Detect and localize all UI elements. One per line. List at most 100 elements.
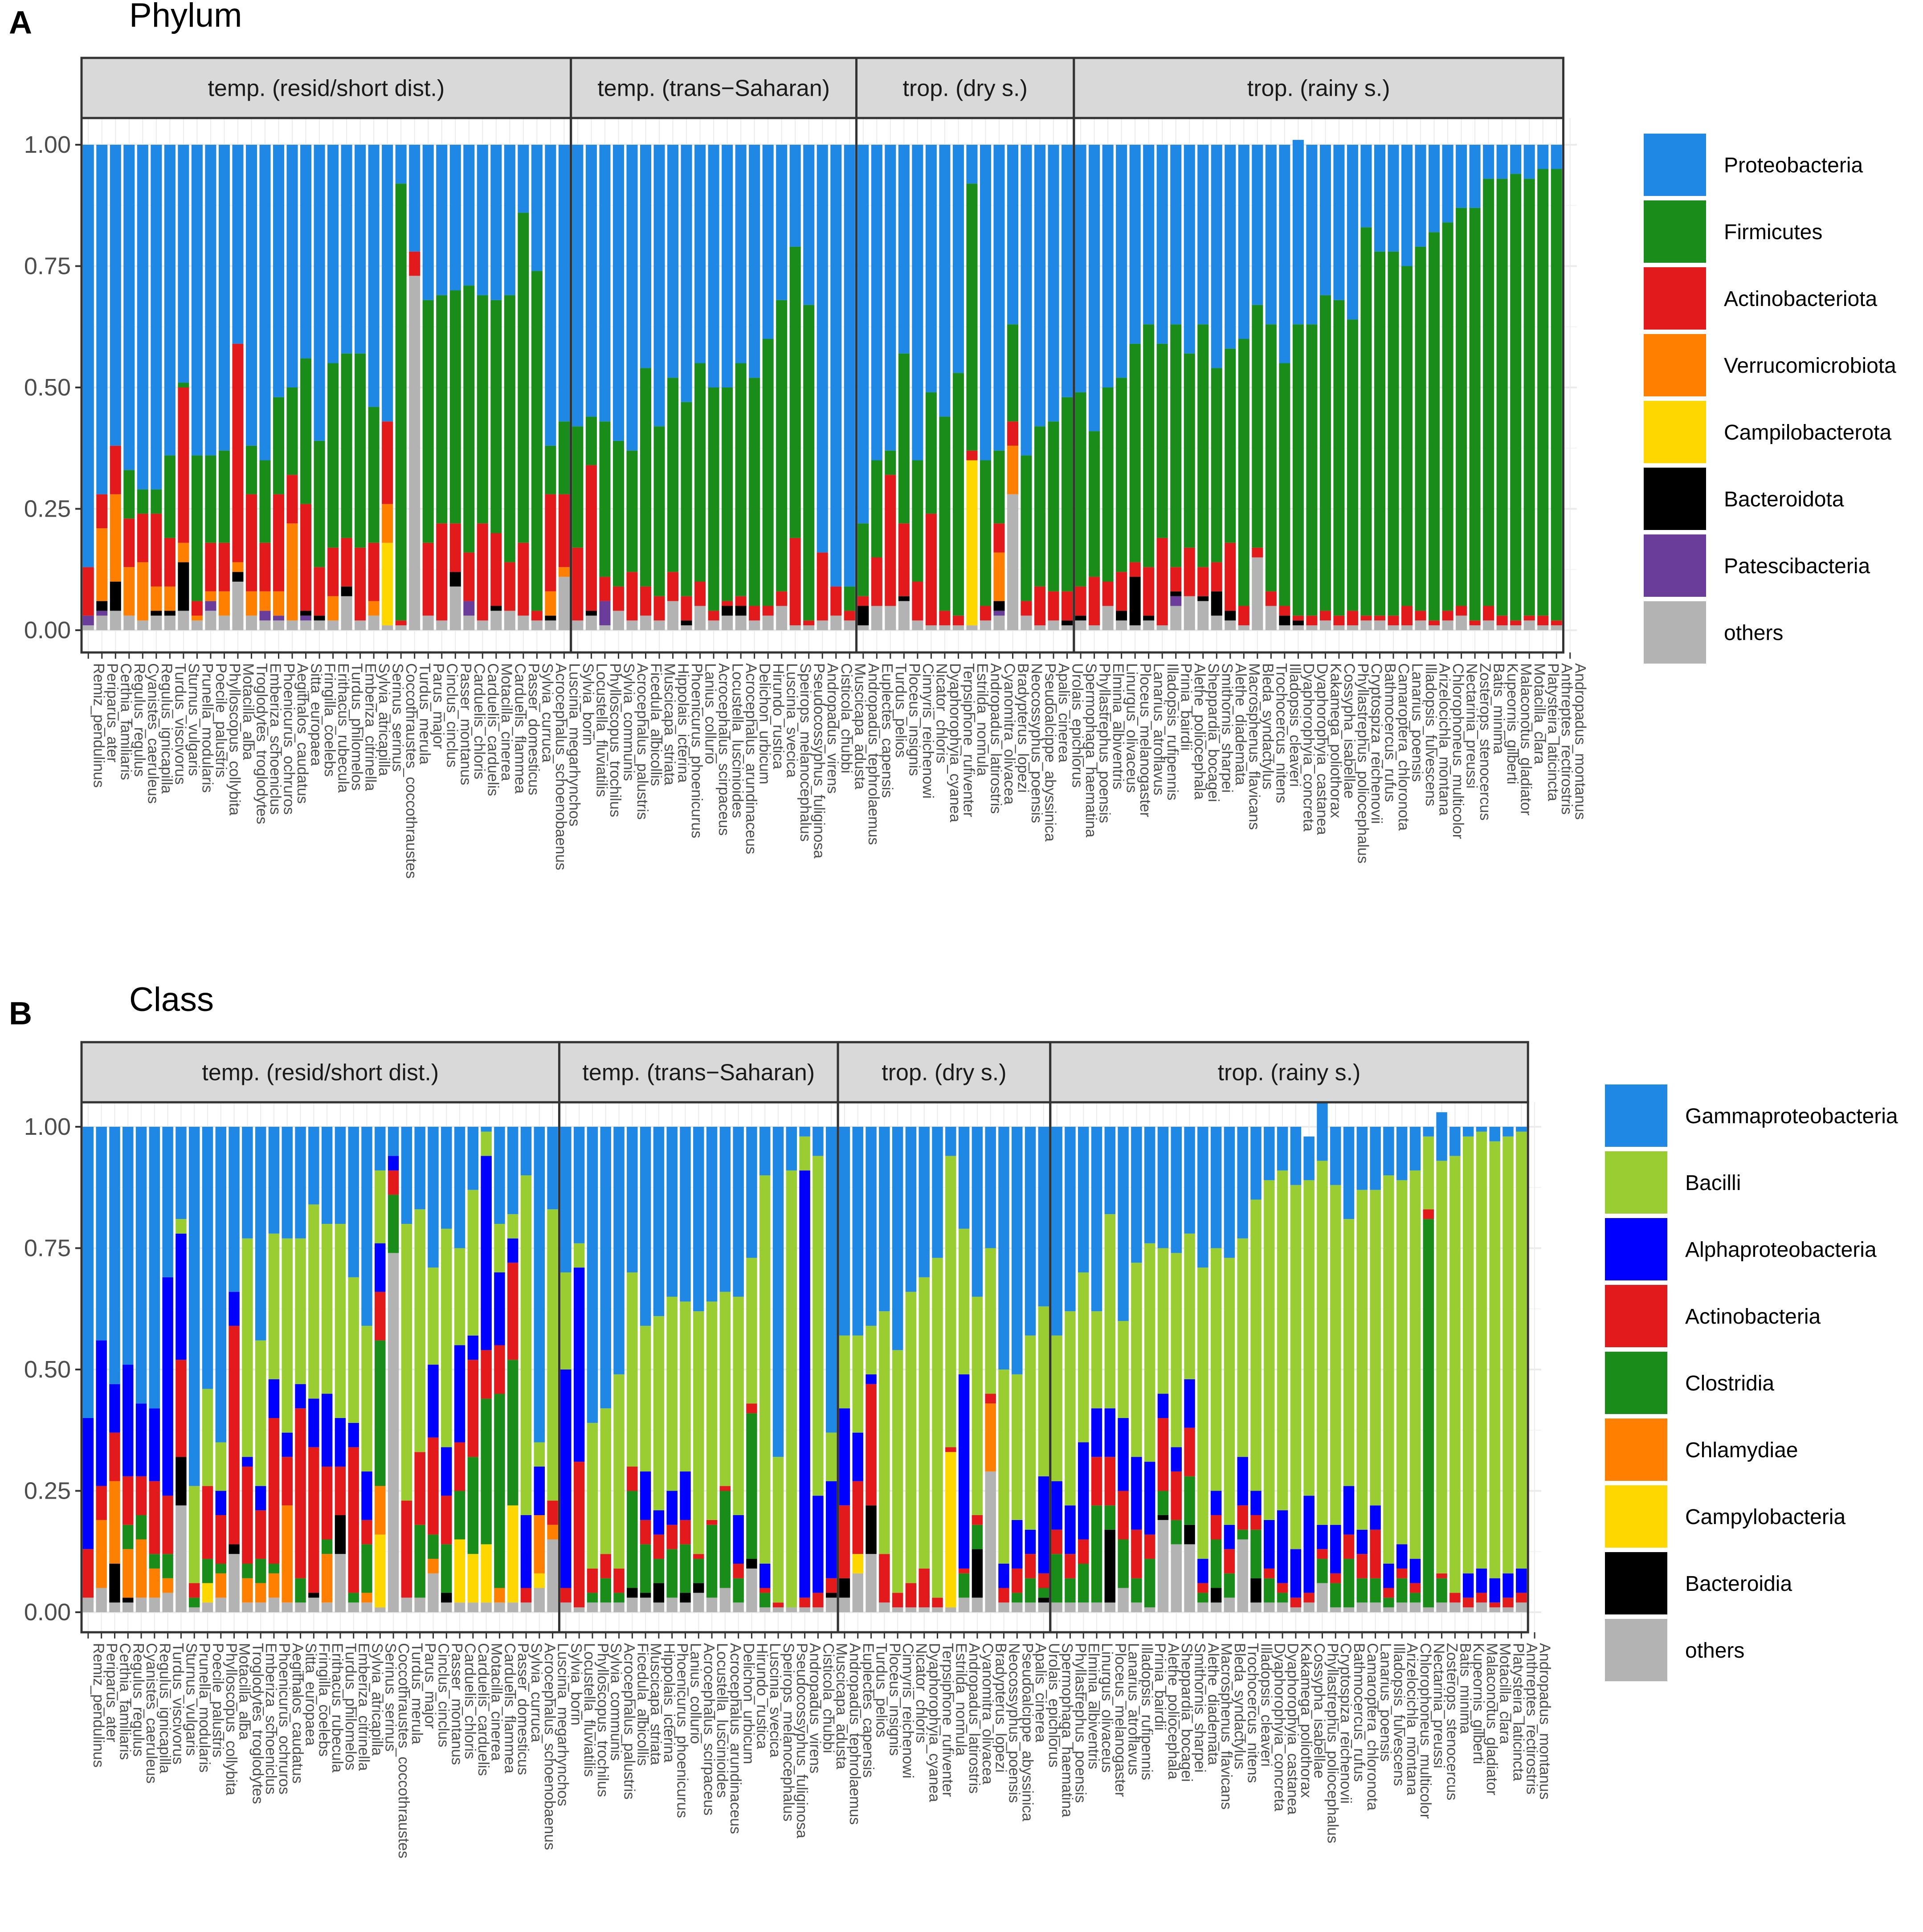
bar-segment-bacilli xyxy=(494,1224,505,1272)
bar-segment-others xyxy=(300,620,312,630)
bar-segment-firmicutes xyxy=(1496,179,1508,616)
bar-segment-alphaproteobacteria xyxy=(96,1340,107,1486)
bar-segment-actinobacteria xyxy=(852,1481,863,1554)
bar-segment-actinobacteria xyxy=(1317,1549,1328,1559)
bar-segment-bacteroidia xyxy=(1210,1588,1222,1603)
bar-segment-patescibacteria xyxy=(300,615,312,621)
bar-segment-actinobacteriota xyxy=(1551,620,1562,626)
bar-segment-actinobacteriota xyxy=(993,523,1005,553)
bar-segment-bacilli xyxy=(1250,1199,1262,1491)
legend-label: Verrucomicrobiota xyxy=(1724,354,1896,378)
bar-segment-campylobacteria xyxy=(202,1583,213,1603)
bar-segment-proteobacteria xyxy=(776,145,788,300)
bar-segment-bacilli xyxy=(1489,1141,1500,1578)
bar-segment-bacteroidota xyxy=(490,606,502,611)
bar-segment-actinobacteriota xyxy=(137,514,148,562)
bar-segment-alphaproteobacteria xyxy=(733,1515,744,1564)
bar-segment-gammaproteobacteria xyxy=(1436,1112,1447,1161)
bar-segment-bacteroidota xyxy=(341,586,352,596)
bar-segment-actinobacteriota xyxy=(640,586,652,616)
bar-segment-others xyxy=(308,1598,319,1612)
bar-segment-others xyxy=(1415,620,1426,630)
bar-segment-firmicutes xyxy=(1292,324,1304,616)
bar-segment-gammaproteobacteria xyxy=(719,1127,731,1292)
bar-segment-bacteroidota xyxy=(314,615,325,621)
bar-segment-actinobacteriota xyxy=(1347,611,1358,626)
bar-segment-others xyxy=(1290,1607,1302,1612)
bar-segment-alphaproteobacteria xyxy=(335,1418,346,1467)
bar-segment-alphaproteobacteria xyxy=(242,1457,253,1467)
bar-segment-others xyxy=(436,620,448,630)
bar-segment-actinobacteria xyxy=(361,1520,372,1545)
x-tick-label: Coccothraustes_coccothraustes xyxy=(403,663,420,879)
bar-segment-patescibacteria xyxy=(1170,596,1182,606)
bar-segment-proteobacteria xyxy=(1306,145,1318,325)
bar-segment-others xyxy=(1143,620,1155,630)
bar-segment-actinobacteria xyxy=(1356,1554,1368,1578)
x-tick-label: Cisticola_chubbi xyxy=(838,663,855,774)
bar-segment-actinobacteria xyxy=(467,1360,479,1457)
bar-segment-others xyxy=(1078,1602,1089,1612)
bar-segment-gammaproteobacteria xyxy=(905,1127,917,1292)
bar-segment-gammaproteobacteria xyxy=(653,1127,665,1317)
x-tick-label: Coccothraustes_coccothraustes xyxy=(395,1643,412,1859)
facet-label: temp. (resid/short dist.) xyxy=(202,1060,439,1086)
bar-segment-others xyxy=(817,620,828,630)
bar-segment-clostridia xyxy=(1078,1564,1089,1603)
bar-segment-bacilli xyxy=(1436,1161,1447,1573)
x-tick-label: Lanarius_atroflavus xyxy=(1125,1643,1142,1775)
bar-segment-others xyxy=(202,1602,213,1612)
bar-segment-firmicutes xyxy=(1007,324,1019,422)
bar-segment-gammaproteobacteria xyxy=(627,1127,638,1272)
bar-segment-firmicutes xyxy=(490,300,502,533)
x-tick-label: Macrosphenus_flavicans xyxy=(1218,1643,1235,1810)
bar-segment-alphaproteobacteria xyxy=(135,1403,147,1476)
bar-segment-bacteroidota xyxy=(735,606,747,616)
bar-segment-proteobacteria xyxy=(817,145,828,553)
bar-segment-actinobacteria xyxy=(321,1467,333,1540)
x-tick-label: Motacilla_alba xyxy=(240,663,257,760)
x-tick-label: Sylvia_curruca xyxy=(539,663,555,762)
x-tick-label: Muscicapa_adusta xyxy=(851,663,868,790)
facet-strip xyxy=(80,1041,560,1104)
bar-segment-clostridia xyxy=(149,1554,160,1569)
x-tick-label: Smithornis_sharpei xyxy=(1192,1643,1209,1773)
x-tick-label: Cyanistes_caeruleus xyxy=(144,663,161,804)
x-tick-label: Delichon_urbicum xyxy=(756,663,773,784)
bar-segment-alphaproteobacteria xyxy=(467,1335,479,1360)
bar-segment-others xyxy=(395,625,407,630)
bar-segment-firmicutes xyxy=(1129,343,1141,562)
bar-segment-others xyxy=(966,625,978,630)
x-tick-label: Passer_domesticus xyxy=(514,1643,531,1775)
bar-segment-actinobacteriota xyxy=(912,582,923,621)
bar-segment-bacilli xyxy=(534,1442,545,1467)
x-tick-label: Hippolais_icterina xyxy=(661,1643,678,1762)
bar-segment-actinobacteria xyxy=(1303,1593,1315,1603)
bar-segment-alphaproteobacteria xyxy=(759,1564,771,1588)
x-tick-label: Phoenicurus_phoenicurus xyxy=(674,1643,691,1818)
bar-segment-gammaproteobacteria xyxy=(1038,1127,1049,1307)
bar-segment-actinobacteria xyxy=(719,1486,731,1491)
bar-segment-firmicutes xyxy=(245,445,257,494)
bar-segment-others xyxy=(871,606,882,630)
bar-segment-bacilli xyxy=(1317,1161,1328,1525)
bar-segment-bacteroidota xyxy=(232,572,244,582)
bar-segment-others xyxy=(1462,1607,1474,1612)
bar-segment-gammaproteobacteria xyxy=(321,1127,333,1224)
bar-segment-actinobacteriota xyxy=(178,387,189,543)
bar-segment-proteobacteria xyxy=(1143,145,1155,325)
x-tick-label: Phylloscopus_trochilus xyxy=(607,663,624,817)
bar-segment-proteobacteria xyxy=(1496,145,1508,179)
bar-segment-others xyxy=(1065,1602,1076,1612)
bar-segment-bacteroidota xyxy=(857,606,869,626)
bar-segment-clostridia xyxy=(1131,1578,1142,1603)
x-tick-label: Certhia_familiaris xyxy=(117,663,134,780)
bar-segment-others xyxy=(1303,1602,1315,1612)
bar-segment-clostridia xyxy=(1330,1583,1341,1608)
x-tick-label: Arizelocichla_montana xyxy=(1436,663,1453,815)
x-tick-label: Dyaphorophyia_concreta xyxy=(1300,663,1317,831)
bar-segment-gammaproteobacteria xyxy=(1184,1127,1195,1234)
bar-segment-bacilli xyxy=(255,1340,266,1486)
bar-segment-campylobacteria xyxy=(467,1554,479,1603)
bar-segment-gammaproteobacteria xyxy=(1502,1127,1514,1137)
